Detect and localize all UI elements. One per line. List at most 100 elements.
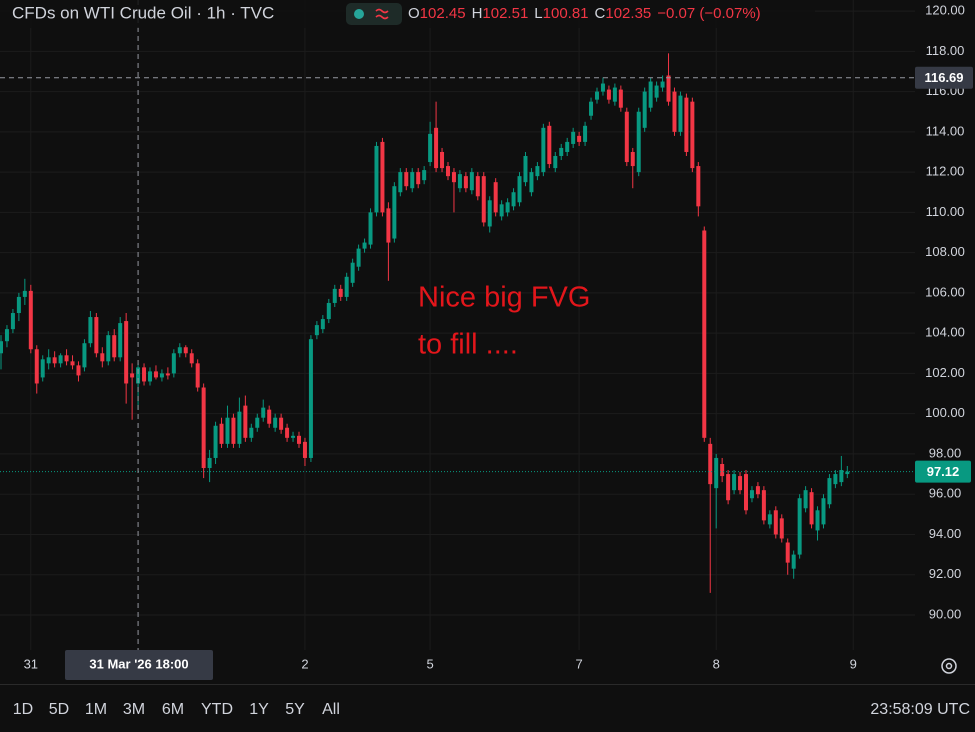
candle-body [118, 323, 123, 358]
candle-body [267, 409, 272, 424]
legend-value: 102.51 [482, 5, 528, 22]
candle-body [34, 349, 39, 384]
candle-body [392, 186, 397, 239]
clock: 23:58:09 UTC [870, 701, 970, 718]
candle-body [46, 357, 51, 364]
candle-body [100, 353, 105, 362]
candle-body [696, 166, 701, 207]
range-button[interactable]: All [322, 701, 340, 718]
candle-body [16, 296, 21, 314]
candle-body [76, 365, 81, 376]
candle-body [553, 156, 558, 169]
candle-body [827, 478, 832, 505]
settings-icon[interactable] [941, 658, 957, 674]
candle-body [201, 387, 206, 469]
candle-body [136, 367, 141, 384]
chart-title: CFDs on WTI Crude Oil · 1h · TVC [12, 3, 274, 22]
candle-body [493, 182, 498, 213]
indicator-pill[interactable] [346, 3, 402, 25]
legend-background [0, 0, 815, 28]
candle-body [535, 166, 540, 177]
candle-body [195, 363, 200, 388]
plot [0, 53, 850, 593]
range-button[interactable]: 5Y [285, 701, 305, 718]
crosshair-time-box [65, 650, 213, 680]
candle-body [618, 89, 623, 108]
candle-body [642, 91, 647, 128]
candle-body [249, 427, 254, 438]
y-tick-label: 110.00 [926, 204, 965, 219]
candle-body [714, 457, 719, 489]
status-dot [354, 9, 364, 19]
legend-key: O [408, 5, 420, 22]
candle-body [463, 176, 468, 189]
y-tick-label: 102.00 [925, 365, 965, 380]
range-button[interactable]: 6M [162, 701, 184, 718]
range-button[interactable]: 3M [123, 701, 145, 718]
candle-body [410, 172, 415, 189]
candle-body [4, 329, 9, 342]
y-tick-label: 96.00 [929, 486, 962, 501]
candle-body [583, 125, 588, 142]
candle-body [177, 347, 182, 354]
legend-value: 102.35 [605, 5, 651, 22]
candle-body [0, 341, 3, 354]
candle-body [469, 172, 474, 191]
range-button[interactable]: 1M [85, 701, 107, 718]
candle-body [559, 147, 564, 157]
candle-body [82, 343, 87, 368]
candle-body [213, 425, 218, 458]
candle-body [517, 176, 522, 203]
candle-body [708, 443, 713, 485]
range-button[interactable]: 1D [13, 701, 33, 718]
candle-body [666, 75, 671, 102]
y-tick-label: 104.00 [925, 325, 965, 340]
candle-body [106, 335, 111, 362]
candle-body [207, 457, 212, 469]
last-price-label: 97.12 [927, 464, 960, 479]
candle-body [189, 353, 194, 364]
candle-body [809, 492, 814, 525]
candle-body [523, 156, 528, 183]
candle-body [815, 510, 820, 531]
candle-body [648, 81, 653, 108]
candle-body [285, 427, 290, 438]
candle-body [761, 490, 766, 521]
candle-body [672, 91, 677, 132]
candle-body [148, 371, 152, 382]
y-tick-label: 94.00 [929, 526, 962, 541]
x-tick-label: 7 [576, 656, 583, 671]
candle-body [571, 131, 576, 144]
crosshair-price-label: 116.69 [924, 70, 963, 85]
candle-body [130, 373, 135, 378]
candle-body [624, 111, 629, 163]
candle-body [660, 81, 665, 88]
candle-body [755, 486, 760, 495]
candle-body [350, 262, 355, 283]
y-tick-label: 108.00 [925, 244, 965, 259]
candle-body [94, 317, 99, 354]
candle-body [332, 288, 337, 303]
candle-body [338, 288, 343, 297]
candle-body [22, 290, 27, 297]
legend-value: 102.45 [420, 5, 466, 22]
legend-key: H [472, 5, 483, 22]
candle-body [726, 474, 731, 501]
range-button[interactable]: 1Y [249, 701, 269, 718]
candle-body [225, 417, 230, 444]
candle-body [606, 89, 611, 100]
candle-body [595, 91, 599, 100]
y-tick-label: 100.00 [925, 405, 965, 420]
candle-body [40, 359, 45, 378]
candle-body [386, 208, 391, 243]
candle-body [738, 476, 743, 491]
candle-body [690, 101, 695, 169]
range-button[interactable]: 5D [49, 701, 69, 718]
gear-inner [945, 662, 953, 670]
candle-body [499, 204, 504, 217]
range-button[interactable]: YTD [201, 701, 233, 718]
candle-body [326, 302, 331, 320]
candle-body [451, 172, 456, 183]
candle-body [684, 97, 689, 152]
